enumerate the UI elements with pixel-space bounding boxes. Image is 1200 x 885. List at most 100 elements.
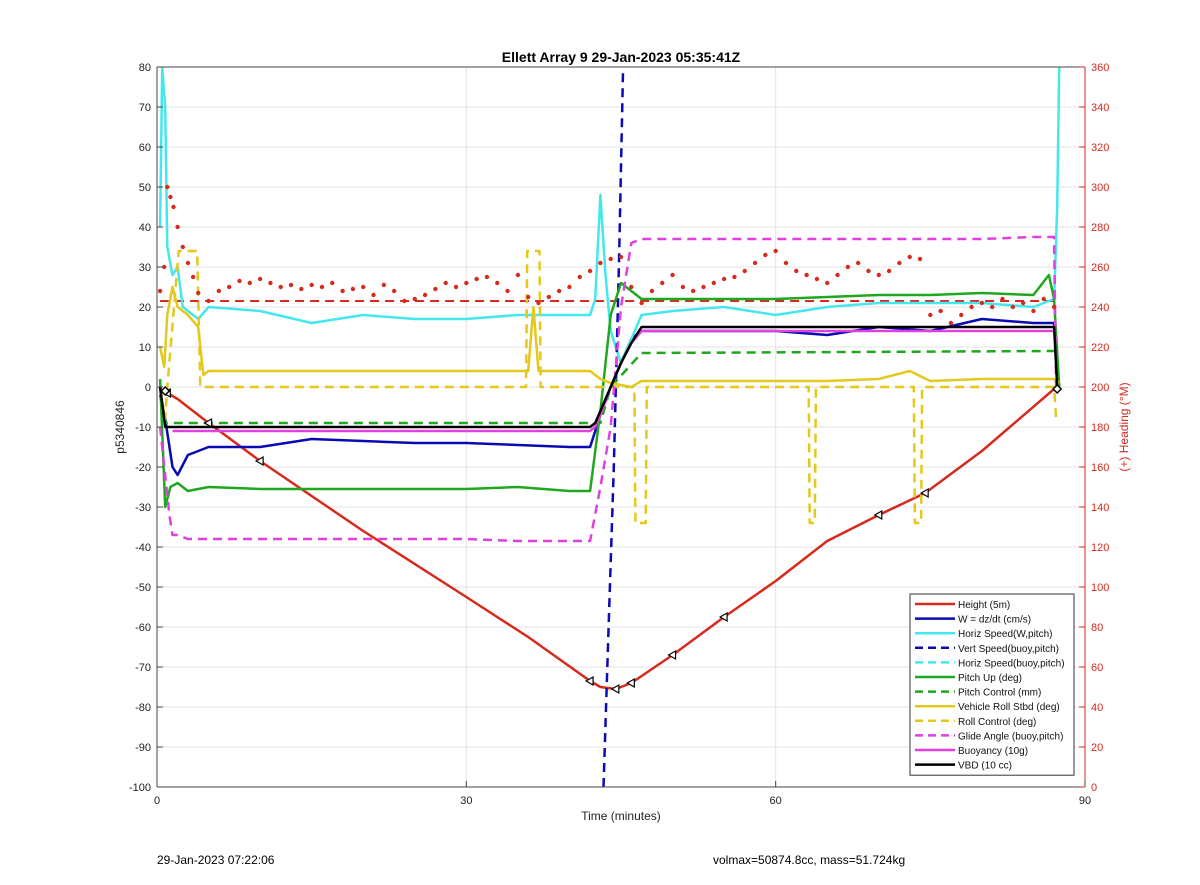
y-tick-label: -60 [135,622,151,634]
height-marker [254,455,264,467]
heading-point [515,272,521,278]
y2-tick-label: 280 [1091,222,1109,234]
heading-point [1020,300,1026,306]
footer-timestamp: 29-Jan-2023 07:22:06 [157,853,275,867]
grid-lines [157,67,1085,787]
y-tick-label: 80 [139,62,151,74]
heading-point [350,286,356,292]
y-tick-label: 0 [145,382,151,394]
heading-point [948,320,954,326]
heading-point [752,260,758,266]
heading-point [216,288,222,294]
heading-point [175,224,180,230]
heading-point [886,268,892,274]
heading-point [464,280,469,286]
x-tick-label: 90 [1079,795,1091,807]
heading-point [670,272,675,278]
y2-tick-label: 60 [1091,662,1103,674]
heading-point [422,292,428,298]
heading-point [299,286,304,292]
heading-point [660,280,665,286]
heading-point [577,274,582,280]
y-tick-label: -90 [135,742,151,754]
y-tick-label: -30 [135,502,151,514]
heading-point [391,288,397,294]
heading-point [928,312,933,318]
y-tick-label: 70 [139,102,151,114]
heading-point [917,256,923,262]
heading-point [165,184,170,190]
heading-point [361,284,366,290]
y2-tick-label: 240 [1091,302,1109,314]
legend: Height (5m) W = dz/dt (cm/s) Horiz Speed(W… [909,593,1075,776]
heading-point [443,280,448,286]
heading-point [938,308,943,314]
chart-title: Ellett Array 9 29-Jan-2023 05:35:41Z [502,49,741,65]
heading-point [495,280,500,286]
heading-point [1041,296,1046,302]
y-tick-label: -40 [135,542,151,554]
heading-point [567,284,572,290]
heading-point [1010,304,1016,310]
axes: 0 30 60 90-100-90-80-70-60-50-40-30-20-1001… [129,62,1109,807]
heading-point [157,288,163,294]
height-marker [584,675,594,687]
surface-marker [1052,383,1063,395]
heading-point [866,268,871,274]
legend-label: Pitch Control (mm) [958,688,1041,699]
heading-point [835,272,840,278]
heading-point [618,254,624,260]
series-line-0 [161,388,1055,691]
legend-box [909,593,1075,776]
y-tick-label: -70 [135,662,151,674]
y2-tick-label: 160 [1091,462,1109,474]
y-tick-label: 60 [139,142,151,154]
height-marker [919,487,929,499]
heading-point [649,288,655,294]
y2-tick-label: 360 [1091,62,1109,74]
x-tick-label: 60 [770,795,782,807]
series-line-2 [158,67,1061,365]
heading-point [162,264,167,270]
heading-point [990,304,995,310]
heading-point [484,274,490,280]
y-tick-label: 50 [139,182,151,194]
heading-point [226,284,232,290]
legend-label: Glide Angle (buoy,pitch) [958,731,1063,742]
heading-point [897,260,902,266]
x-tick-label: 30 [460,795,472,807]
heading-point [876,272,881,278]
y-tick-label: 40 [139,222,151,234]
y2-tick-label: 40 [1091,702,1103,714]
heading-point [773,248,778,254]
heading-point [526,294,531,300]
series-line-9 [158,235,1058,543]
heading-point [412,296,417,302]
heading-point [319,284,325,290]
heading-point [1000,296,1005,302]
heading-point [171,204,176,210]
heading-point [608,256,613,262]
y2-tick-label: 140 [1091,502,1109,514]
heading-point [845,264,851,270]
series-line-5 [158,273,1061,509]
heading-point [340,288,345,294]
legend-label: Buoyancy (10g) [958,746,1028,757]
heading-point [330,280,335,286]
y2-tick-label: 180 [1091,422,1109,434]
heading-point [237,278,242,284]
y2-tick-label: 340 [1091,102,1109,114]
heading-point [907,254,912,260]
series-line-7 [158,285,1060,389]
x-axis-label: Time (minutes) [581,809,661,823]
heading-point [598,260,603,266]
y-tick-label: 30 [139,262,151,274]
heading-point [546,294,552,300]
heading-point [680,284,686,290]
heading-point [732,274,737,280]
heading-point [257,276,263,282]
heading-point [1031,308,1036,314]
heading-point [804,272,809,278]
y2-tick-label: 100 [1091,582,1109,594]
